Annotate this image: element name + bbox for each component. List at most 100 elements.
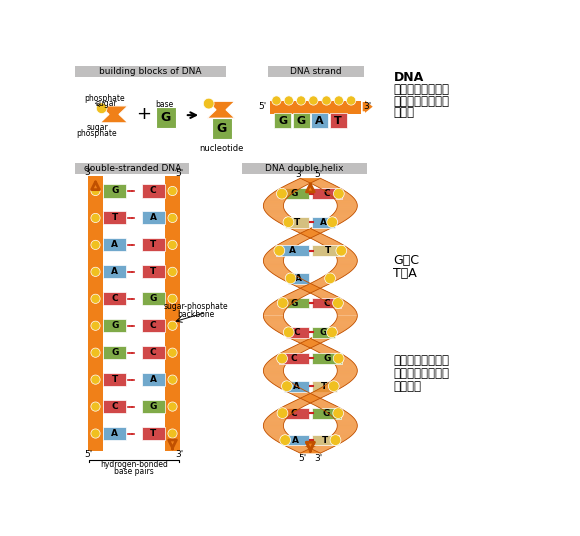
Text: G: G [150, 294, 157, 303]
Text: C: C [150, 187, 157, 196]
Bar [103, 265, 126, 278]
Text: sugar: sugar [96, 99, 117, 108]
Text: A: A [316, 116, 324, 125]
Text: C: C [150, 348, 157, 357]
Circle shape [277, 408, 288, 419]
Text: 成される: 成される [393, 381, 422, 393]
Circle shape [168, 187, 177, 196]
Circle shape [168, 402, 177, 411]
Text: nucleotide: nucleotide [200, 144, 244, 153]
Bar [103, 292, 126, 306]
Circle shape [296, 96, 306, 105]
Circle shape [168, 348, 177, 358]
Circle shape [328, 381, 339, 392]
Circle shape [325, 273, 335, 284]
Bar [312, 327, 335, 338]
Text: DNA: DNA [393, 71, 424, 84]
Circle shape [332, 297, 343, 308]
Text: C: C [291, 408, 298, 418]
Bar [274, 113, 291, 128]
Bar [142, 319, 165, 332]
Circle shape [330, 435, 341, 445]
Circle shape [91, 213, 100, 222]
Text: C: C [291, 354, 297, 363]
Text: C: C [150, 321, 157, 330]
Polygon shape [207, 101, 235, 118]
Bar [75, 163, 190, 174]
Circle shape [327, 327, 338, 338]
Bar [288, 273, 309, 284]
Bar [284, 381, 309, 392]
Text: G: G [150, 402, 157, 411]
Circle shape [277, 353, 288, 364]
Text: G: G [111, 321, 118, 330]
Text: 3': 3' [364, 102, 372, 111]
Text: G: G [290, 189, 298, 198]
Text: DNA double helix: DNA double helix [265, 164, 343, 173]
Circle shape [91, 240, 100, 249]
Bar [142, 346, 165, 359]
Text: A: A [289, 246, 296, 255]
Text: DNA strand: DNA strand [291, 67, 342, 76]
Circle shape [283, 217, 294, 228]
Bar [312, 381, 337, 392]
Circle shape [91, 321, 100, 330]
Text: G: G [323, 408, 330, 418]
Bar [142, 292, 165, 306]
Text: sugar-phosphate: sugar-phosphate [164, 302, 228, 311]
Text: C: C [111, 294, 118, 303]
Text: phosphate: phosphate [85, 94, 125, 103]
Circle shape [285, 273, 296, 284]
Text: G: G [161, 111, 171, 124]
Bar [88, 176, 103, 451]
Circle shape [91, 187, 100, 196]
Circle shape [281, 381, 292, 392]
Circle shape [334, 188, 344, 199]
Text: C: C [323, 299, 330, 308]
Bar [142, 265, 165, 278]
Text: A: A [293, 382, 300, 391]
Circle shape [168, 240, 177, 249]
Text: G: G [217, 122, 227, 135]
Bar [279, 188, 309, 199]
Circle shape [333, 408, 343, 419]
Circle shape [309, 96, 318, 105]
Bar [103, 346, 126, 359]
Text: A: A [111, 267, 118, 277]
Text: A: A [320, 218, 327, 227]
Bar [311, 113, 328, 128]
Text: A: A [111, 429, 118, 438]
Bar [103, 239, 126, 251]
Bar [242, 163, 367, 174]
Text: A: A [150, 213, 157, 222]
Bar [142, 373, 165, 386]
Text: 5': 5' [314, 170, 322, 179]
Text: base: base [155, 100, 174, 109]
Text: 3': 3' [314, 454, 322, 463]
Text: A: A [111, 240, 118, 249]
Bar [312, 188, 342, 199]
Text: phosphate: phosphate [77, 129, 117, 138]
Bar [312, 353, 342, 364]
Bar [142, 239, 165, 251]
Text: をとる: をとる [393, 106, 415, 118]
Bar [165, 176, 180, 451]
Bar [142, 211, 165, 225]
Circle shape [168, 267, 177, 277]
Text: T: T [294, 218, 300, 227]
Bar [312, 217, 335, 228]
Circle shape [91, 294, 100, 303]
Bar [312, 435, 339, 445]
Text: 5': 5' [85, 450, 93, 459]
Text: TとA: TとA [393, 267, 417, 280]
Bar [142, 184, 165, 198]
Text: A: A [295, 274, 302, 283]
Circle shape [280, 435, 291, 445]
Bar [293, 113, 310, 128]
Circle shape [334, 353, 344, 364]
Circle shape [274, 245, 285, 256]
Circle shape [91, 429, 100, 438]
Text: T: T [325, 246, 331, 255]
Bar [280, 408, 309, 419]
Bar [103, 373, 126, 386]
